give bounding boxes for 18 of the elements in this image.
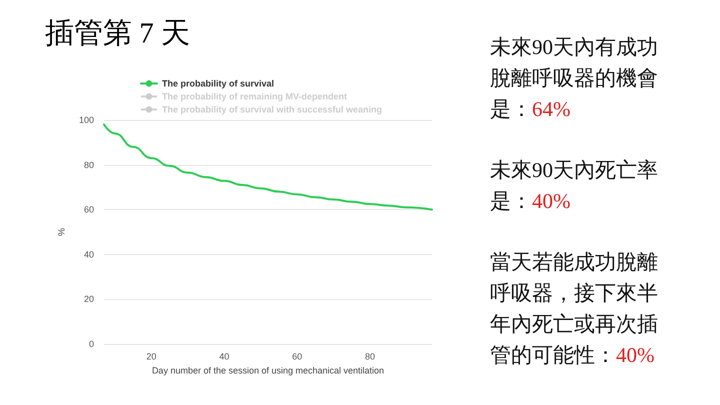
y-axis-title: % [56,228,66,236]
x-tick-label: 80 [365,352,376,362]
y-tick-label: 40 [84,249,94,260]
text: 未來90天內死亡率是：40% [490,157,659,215]
text: 未來90天內有成功脫離呼吸器的機會是：64% [490,34,659,123]
y-tick-label: 100 [78,115,94,125]
legend-label: The probability of survival [162,78,274,88]
x-tick-label: 60 [292,352,302,362]
x-tick-label: 20 [146,352,156,362]
text: 當天若能成功脫離呼吸器，接下來半年內死亡或再次插管的可能性：40% [490,249,659,369]
y-tick-label: 60 [84,204,94,215]
y-tick-label: 0 [88,339,94,349]
x-tick-label: 40 [219,352,230,362]
x-axis-title: Day number of the session of using mechanical ventilation [152,366,384,376]
y-tick-label: 20 [84,294,94,304]
chart-title: 插管第 7 天 [45,18,190,50]
line-series [103,123,433,211]
y-tick-label: 80 [84,160,94,170]
